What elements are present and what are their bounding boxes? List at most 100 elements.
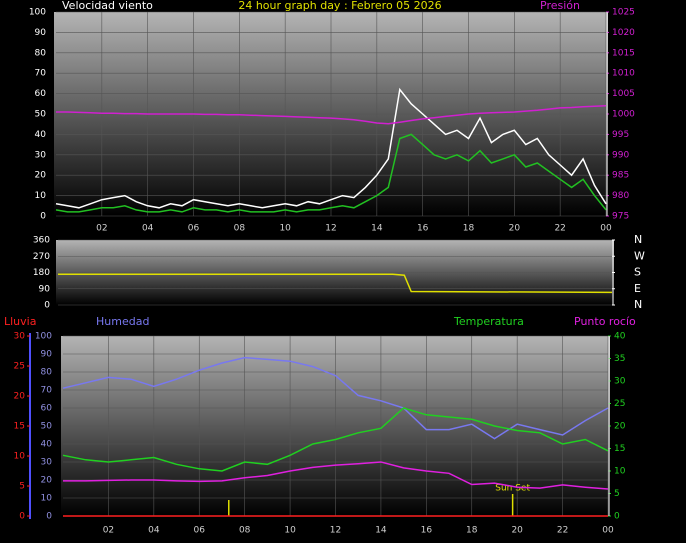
y-tick-label: 0: [40, 212, 46, 222]
y2-tick-label: 1020: [612, 28, 635, 38]
y-tick-label: 360: [33, 236, 50, 246]
x-tick-label: 10: [284, 526, 296, 536]
y-tick-label: 20: [35, 171, 47, 181]
y-tick-label: 100: [29, 8, 46, 18]
y-tick-label: 90: [41, 350, 53, 360]
x-tick-label: 06: [188, 224, 200, 234]
x-tick-label: 06: [194, 526, 206, 536]
series-line: [56, 105, 607, 125]
sun-marker-label: Sun Set: [495, 484, 530, 494]
series-line: [55, 133, 607, 213]
y2-tick-label: 1000: [612, 110, 635, 120]
y-tick-label: 90: [39, 284, 51, 294]
y-tick-label: 30: [41, 458, 53, 468]
y3-tick-label: 20: [14, 392, 26, 402]
x-tick-label: 22: [554, 224, 565, 234]
x-tick-label: 16: [417, 224, 429, 234]
y3-tick-label: 10: [14, 452, 26, 462]
y3-tick-label: 15: [14, 422, 25, 432]
x-tick-label: 14: [371, 224, 383, 234]
series-line: [58, 273, 613, 294]
x-tick-label: 00: [600, 224, 612, 234]
y2-tick-label: 990: [612, 150, 629, 160]
y2-tick-label: 980: [612, 191, 629, 201]
y-tick-label: 90: [35, 28, 47, 38]
series-line: [63, 461, 609, 490]
y2-tick-label: 0: [614, 512, 620, 522]
y3-tick-label: 5: [19, 482, 25, 492]
x-tick-label: 14: [375, 526, 387, 536]
x-tick-label: 08: [234, 224, 246, 234]
y2-tick-label: N: [634, 298, 642, 311]
y2-tick-label: N: [634, 233, 642, 246]
y2-tick-label: E: [634, 282, 641, 295]
humidity-label: Humedad: [96, 315, 149, 328]
y-tick-label: 80: [35, 48, 47, 58]
x-tick-label: 08: [239, 526, 251, 536]
x-tick-label: 04: [142, 224, 154, 234]
x-tick-label: 18: [466, 526, 478, 536]
y-tick-label: 100: [35, 332, 52, 342]
x-tick-label: 20: [511, 526, 523, 536]
pressure-label: Presión: [540, 0, 580, 12]
y-tick-label: 0: [46, 512, 52, 522]
y-tick-label: 180: [33, 268, 50, 278]
y2-tick-label: 1025: [612, 8, 635, 18]
x-tick-label: 02: [103, 526, 114, 536]
y-tick-label: 40: [41, 440, 53, 450]
y2-tick-label: 1015: [612, 48, 635, 58]
wind-label: Velocidad viento: [62, 0, 153, 12]
y-tick-label: 10: [41, 494, 53, 504]
y3-tick-label: 25: [14, 362, 25, 372]
x-tick-label: 00: [602, 526, 614, 536]
y-tick-label: 50: [41, 422, 53, 432]
y3-tick-label: 0: [19, 512, 25, 522]
x-tick-label: 12: [325, 224, 336, 234]
y-tick-label: 80: [41, 368, 53, 378]
y-tick-label: 270: [33, 252, 50, 262]
y-tick-label: 70: [41, 386, 53, 396]
series-line: [55, 87, 607, 209]
chart-title: 24 hour graph day : Febrero 05 2026: [238, 0, 441, 12]
y-tick-label: 0: [44, 301, 50, 311]
y2-tick-label: W: [634, 249, 645, 262]
y2-tick-label: 35: [614, 354, 625, 364]
x-tick-label: 12: [330, 526, 341, 536]
y2-tick-label: 25: [614, 399, 625, 409]
y-tick-label: 60: [35, 89, 47, 99]
y2-tick-label: S: [634, 266, 641, 279]
y2-tick-label: 5: [614, 489, 620, 499]
x-tick-label: 02: [96, 224, 107, 234]
series-line: [62, 356, 609, 440]
x-tick-label: 04: [148, 526, 160, 536]
dewpoint-label: Punto rocío: [574, 315, 636, 328]
y2-tick-label: 995: [612, 130, 629, 140]
y2-tick-label: 30: [614, 377, 626, 387]
y2-tick-label: 1010: [612, 69, 635, 79]
y-tick-label: 70: [35, 69, 47, 79]
x-tick-label: 20: [509, 224, 521, 234]
x-tick-label: 10: [279, 224, 291, 234]
y3-tick-label: 30: [14, 332, 26, 342]
x-tick-label: 22: [557, 526, 568, 536]
y-tick-label: 10: [35, 191, 47, 201]
series-line: [62, 407, 609, 472]
x-tick-label: 16: [421, 526, 433, 536]
y2-tick-label: 40: [614, 332, 626, 342]
y2-tick-label: 10: [614, 467, 626, 477]
temperature-label: Temperatura: [453, 315, 524, 328]
y2-tick-label: 15: [614, 444, 625, 454]
y2-tick-label: 20: [614, 422, 626, 432]
y-tick-label: 60: [41, 404, 53, 414]
y2-tick-label: 975: [612, 212, 629, 222]
y2-tick-label: 985: [612, 171, 629, 181]
rain-label: Lluvia: [4, 315, 36, 328]
y-tick-label: 40: [35, 130, 47, 140]
y-tick-label: 50: [35, 110, 47, 120]
y-tick-label: 30: [35, 150, 47, 160]
y2-tick-label: 1005: [612, 89, 635, 99]
x-tick-label: 18: [463, 224, 475, 234]
y-tick-label: 20: [41, 476, 53, 486]
